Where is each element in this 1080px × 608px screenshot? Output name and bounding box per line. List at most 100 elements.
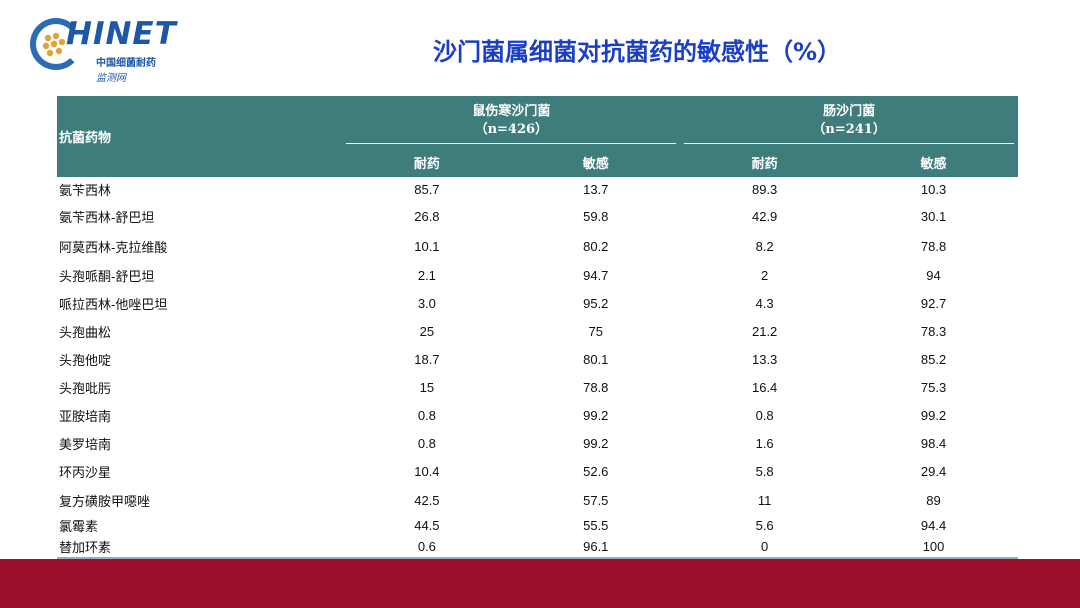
table-row: 氯霉素 44.5 55.5 5.6 94.4 xyxy=(57,515,1018,536)
table-row: 哌拉西林-他唑巴坦 3.0 95.2 4.3 92.7 xyxy=(57,289,1018,317)
value-cell: 99.2 xyxy=(583,407,609,423)
logo-subtitle-2: 监测网 xyxy=(96,73,126,84)
value-cell: 0 xyxy=(680,536,850,559)
drug-name: 亚胺培南 xyxy=(59,409,112,425)
table-row: 头孢他啶 18.7 80.1 13.3 85.2 xyxy=(57,345,1018,373)
sub-header-resistant: 耐药 xyxy=(342,147,512,177)
value-cell: 42.5 xyxy=(414,492,440,508)
drug-name: 替加环素 xyxy=(57,536,343,559)
sub-header-susceptible: 敏感 xyxy=(511,147,681,177)
value-cell: 59.8 xyxy=(583,208,609,224)
value-cell: 0.8 xyxy=(417,435,436,451)
table-row: 复方磺胺甲噁唑 42.5 57.5 11 89 xyxy=(57,485,1018,515)
value-cell: 94 xyxy=(926,267,941,283)
value-cell: 13.3 xyxy=(751,351,778,367)
value-cell: 80.2 xyxy=(583,238,609,254)
value-cell: 10.4 xyxy=(414,463,440,479)
value-cell: 96.1 xyxy=(511,536,681,559)
value-cell: 92.7 xyxy=(920,295,947,311)
drug-column-header: 抗菌药物 xyxy=(57,96,343,177)
value-cell: 2 xyxy=(761,267,769,283)
value-cell: 94.7 xyxy=(583,267,609,283)
logo-dots-icon xyxy=(42,32,66,57)
table-row: 环丙沙星 10.4 52.6 5.8 29.4 xyxy=(57,457,1018,485)
drug-name: 美罗培南 xyxy=(59,437,112,453)
table-row: 氨苄西林 85.7 13.7 89.3 10.3 xyxy=(57,177,1018,201)
group-name: 肠沙门菌 xyxy=(823,103,876,119)
value-cell: 44.5 xyxy=(414,518,440,533)
value-cell: 3.0 xyxy=(417,295,436,311)
sub-header-resistant: 耐药 xyxy=(680,147,850,177)
value-cell: 4.3 xyxy=(755,295,774,311)
drug-name: 头孢哌酮-舒巴坦 xyxy=(59,269,155,285)
group-header-typhimurium: 鼠伤寒沙门菌 （n=426） xyxy=(342,96,681,147)
table-row: 头孢哌酮-舒巴坦 2.1 94.7 2 94 xyxy=(57,261,1018,289)
drug-name: 头孢曲松 xyxy=(59,325,112,341)
table-row: 阿莫西林-克拉维酸 10.1 80.2 8.2 78.8 xyxy=(57,231,1018,261)
logo-ring-icon xyxy=(30,18,82,70)
value-cell: 55.5 xyxy=(583,518,609,533)
drug-name: 头孢他啶 xyxy=(59,353,112,369)
drug-name: 复方磺胺甲噁唑 xyxy=(59,494,151,510)
drug-name: 氨苄西林 xyxy=(59,183,112,199)
value-cell: 26.8 xyxy=(414,208,440,224)
group-count: （n=426） xyxy=(474,121,549,137)
value-cell: 25 xyxy=(419,323,435,339)
value-cell: 11 xyxy=(757,492,772,508)
group-name: 鼠伤寒沙门菌 xyxy=(472,103,551,119)
sub-header-susceptible: 敏感 xyxy=(849,147,1018,177)
value-cell: 0.6 xyxy=(342,536,512,559)
drug-name: 哌拉西林-他唑巴坦 xyxy=(59,297,168,313)
value-cell: 85.7 xyxy=(414,181,440,197)
value-cell: 0.8 xyxy=(755,407,774,423)
value-cell: 89.3 xyxy=(751,181,778,197)
value-cell: 10.3 xyxy=(920,181,947,197)
value-cell: 95.2 xyxy=(583,295,609,311)
value-cell: 1.6 xyxy=(755,435,774,451)
value-cell: 5.6 xyxy=(755,518,774,533)
value-cell: 78.8 xyxy=(583,379,609,395)
value-cell: 30.1 xyxy=(920,208,947,224)
value-cell: 21.2 xyxy=(751,323,778,339)
drug-name: 阿莫西林-克拉维酸 xyxy=(59,240,168,256)
value-cell: 2.1 xyxy=(417,267,436,283)
value-cell: 0.8 xyxy=(417,407,436,423)
value-cell: 18.7 xyxy=(414,351,440,367)
value-cell: 42.9 xyxy=(751,208,778,224)
value-cell: 94.4 xyxy=(920,518,947,533)
value-cell: 89 xyxy=(926,492,941,508)
group-header-enterica: 肠沙门菌 （n=241） xyxy=(680,96,1018,147)
drug-name: 环丙沙星 xyxy=(59,465,112,481)
table-row: 氨苄西林-舒巴坦 26.8 59.8 42.9 30.1 xyxy=(57,201,1018,231)
value-cell: 57.5 xyxy=(583,492,609,508)
value-cell: 100 xyxy=(849,536,1018,559)
value-cell: 80.1 xyxy=(583,351,609,367)
value-cell: 78.8 xyxy=(920,238,947,254)
value-cell: 52.6 xyxy=(583,463,609,479)
value-cell: 99.2 xyxy=(583,435,609,451)
value-cell: 99.2 xyxy=(920,407,947,423)
table-row: 替加环素 0.6 96.1 0 100 xyxy=(57,536,1018,559)
susceptibility-table: 抗菌药物 鼠伤寒沙门菌 （n=426） 肠沙门菌 （n=241） 耐药 敏感 耐… xyxy=(57,96,1018,559)
group-count: （n=241） xyxy=(812,121,886,137)
logo-wordmark: HINET xyxy=(66,16,177,52)
value-cell: 98.4 xyxy=(920,435,947,451)
value-cell: 29.4 xyxy=(920,463,947,479)
value-cell: 8.2 xyxy=(755,238,774,254)
table-row: 亚胺培南 0.8 99.2 0.8 99.2 xyxy=(57,401,1018,429)
table-row: 头孢吡肟 15 78.8 16.4 75.3 xyxy=(57,373,1018,401)
hinet-logo: HINET 中国细菌耐药 监测网 xyxy=(30,14,190,84)
drug-name: 氯霉素 xyxy=(59,520,99,535)
table-row: 美罗培南 0.8 99.2 1.6 98.4 xyxy=(57,429,1018,457)
value-cell: 10.1 xyxy=(414,238,440,254)
value-cell: 85.2 xyxy=(920,351,947,367)
page-title: 沙门菌属细菌对抗菌药的敏感性（%） xyxy=(433,38,842,66)
table-row: 头孢曲松 25 75 21.2 78.3 xyxy=(57,317,1018,345)
value-cell: 75.3 xyxy=(920,379,947,395)
logo-subtitle: 中国细菌耐药 xyxy=(96,58,156,69)
drug-name: 氨苄西林-舒巴坦 xyxy=(59,210,155,226)
footer-bar xyxy=(0,559,1080,608)
value-cell: 13.7 xyxy=(583,181,609,197)
value-cell: 16.4 xyxy=(751,379,778,395)
drug-name: 头孢吡肟 xyxy=(59,381,112,397)
